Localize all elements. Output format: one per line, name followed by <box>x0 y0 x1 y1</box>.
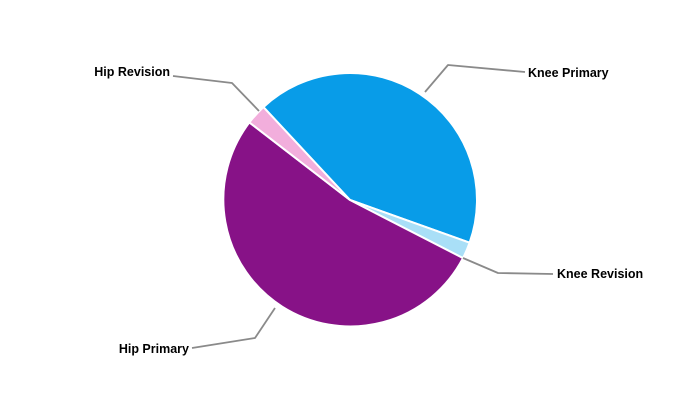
leader-line-hip-revision <box>172 75 260 112</box>
pie-label-knee-primary: Knee Primary <box>528 66 609 80</box>
pie-slices-group <box>222 72 478 328</box>
pie-label-hip-primary: Hip Primary <box>118 342 189 356</box>
leader-line-hip-primary <box>191 307 276 349</box>
pie-slice-hip-primary[interactable] <box>222 121 464 328</box>
pie-slice-knee-primary[interactable] <box>262 72 478 244</box>
leader-line-knee-revision <box>462 257 554 275</box>
pie-label-hip-revision: Hip Revision <box>94 65 170 79</box>
leader-lines-group <box>172 64 554 349</box>
pie-slice-hip-revision[interactable] <box>248 106 351 201</box>
leader-line-knee-primary <box>424 64 526 93</box>
pie-label-knee-revision: Knee Revision <box>557 267 644 281</box>
